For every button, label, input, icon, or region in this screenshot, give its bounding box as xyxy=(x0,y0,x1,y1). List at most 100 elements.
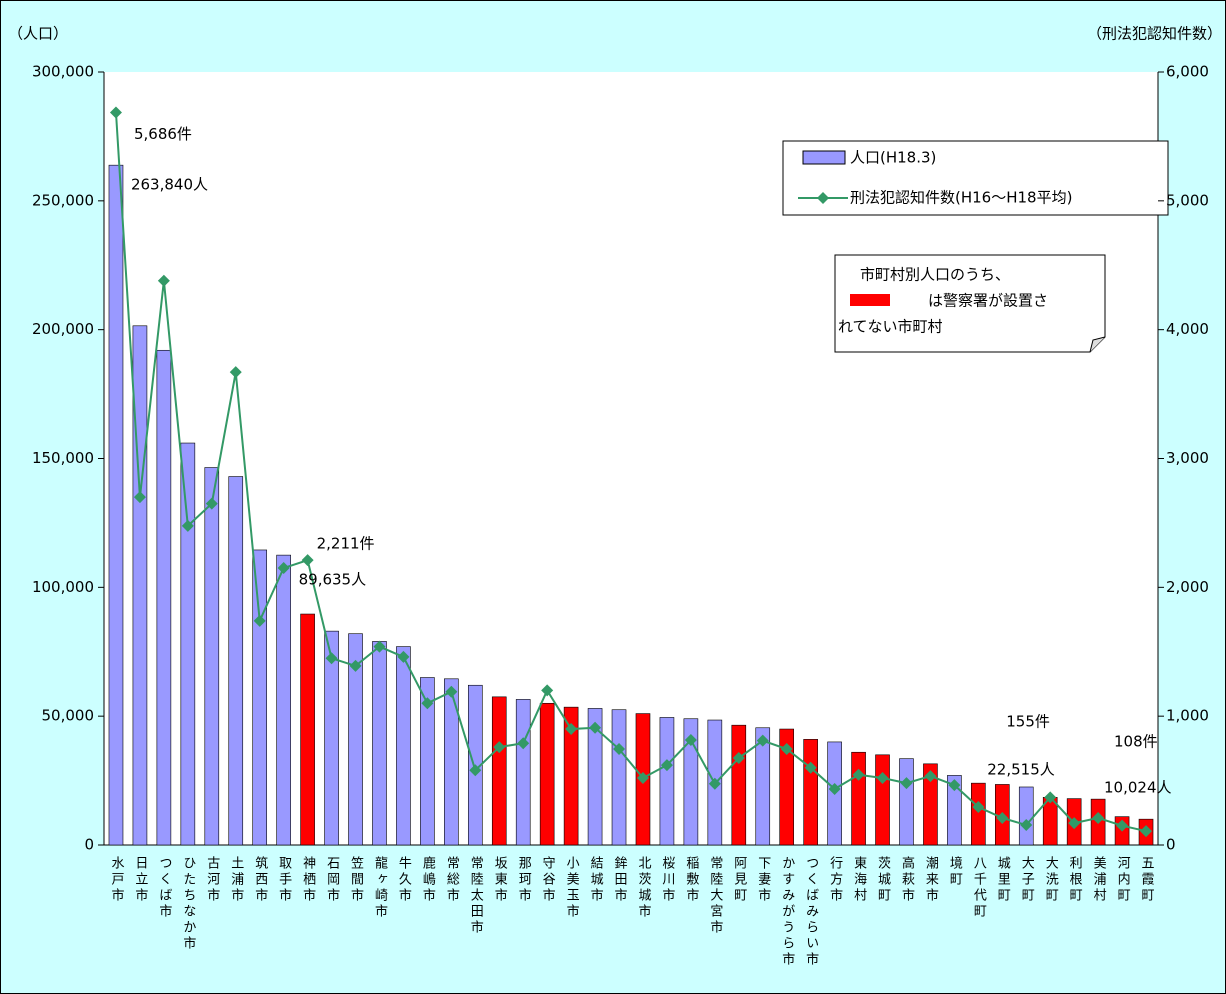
y2-tick-label: 2,000 xyxy=(1166,578,1209,596)
x-tick-label: 美浦村 xyxy=(1091,856,1107,904)
marker xyxy=(828,782,841,795)
data-label: 108件 xyxy=(1114,733,1158,751)
marker xyxy=(660,759,673,772)
marker xyxy=(397,650,410,663)
x-tick-label: 行方市 xyxy=(827,856,843,904)
x-tick-label: 下妻市 xyxy=(755,856,771,904)
x-tick-label: つくばみらい市 xyxy=(803,856,819,968)
bar xyxy=(587,708,603,846)
bar xyxy=(276,554,291,846)
marker xyxy=(996,811,1009,824)
bar xyxy=(156,349,172,846)
marker xyxy=(924,770,937,783)
x-tick-label: 鉾田市 xyxy=(612,856,628,904)
bar xyxy=(348,633,363,846)
bar xyxy=(875,754,890,846)
marker xyxy=(229,366,242,379)
bar xyxy=(899,758,914,846)
x-tick-label: 常陸大宮市 xyxy=(707,856,723,936)
marker xyxy=(804,761,817,774)
data-label: 5,686件 xyxy=(134,125,192,143)
note: 市町村別人口のうち、 は警察署が設置さ れてない市町村 xyxy=(834,254,1106,353)
bar xyxy=(731,724,747,846)
x-tick-label: 五霞町 xyxy=(1139,856,1155,904)
marker xyxy=(1140,825,1153,838)
legend-marker xyxy=(817,192,829,204)
x-tick-label: 河内町 xyxy=(1115,856,1131,904)
marker xyxy=(708,777,721,790)
bar xyxy=(108,164,124,846)
x-tick-label: 東海村 xyxy=(851,855,867,904)
marker xyxy=(421,697,434,710)
bar xyxy=(444,678,459,846)
x-tick-label: 稲敷市 xyxy=(683,856,699,904)
marker xyxy=(517,737,530,750)
x-tick-label: 阿見町 xyxy=(731,856,747,904)
bar xyxy=(683,718,699,846)
x-tick-label: 取手市 xyxy=(276,856,292,904)
x-tick-label: 潮来市 xyxy=(923,856,939,904)
marker xyxy=(1116,819,1129,832)
bar xyxy=(563,706,579,846)
marker xyxy=(780,743,793,756)
marker xyxy=(756,734,769,747)
y2-tick-label: 1,000 xyxy=(1166,707,1209,725)
x-tick-label: 坂東市 xyxy=(492,856,508,904)
y2-tick-label: 0 xyxy=(1166,836,1176,854)
data-label: 10,024人 xyxy=(1104,779,1172,797)
note-text: は警察署が設置さ xyxy=(928,292,1048,310)
bar xyxy=(611,709,627,846)
bar xyxy=(180,442,196,846)
x-tick-label: つくば市 xyxy=(156,856,172,920)
marker xyxy=(732,752,745,765)
y-tick-label: 0 xyxy=(84,836,94,854)
x-tick-label: 神栖市 xyxy=(300,856,316,904)
note-text: 市町村別人口のうち、 xyxy=(860,266,1010,284)
marker xyxy=(1044,791,1057,804)
bar xyxy=(300,613,315,846)
note-swatch xyxy=(850,294,890,306)
bar xyxy=(1018,786,1034,846)
bar xyxy=(324,630,339,846)
x-tick-label: 那珂市 xyxy=(516,856,532,904)
data-label: 89,635人 xyxy=(299,571,367,589)
marker xyxy=(277,562,290,575)
x-tick-label: 常総市 xyxy=(444,856,460,904)
x-tick-label: 筑西市 xyxy=(252,855,268,904)
marker xyxy=(589,721,602,734)
y-tick-label: 200,000 xyxy=(32,320,94,338)
marker xyxy=(541,684,554,697)
marker xyxy=(373,640,386,653)
y2-tick-label: 5,000 xyxy=(1166,191,1209,209)
x-tick-label: 土浦市 xyxy=(228,856,244,904)
y2-axis-label: （刑法犯認知件数） xyxy=(1087,25,1222,43)
x-tick-label: 桜川市 xyxy=(659,856,675,904)
marker xyxy=(876,772,889,785)
marker xyxy=(948,779,961,792)
y2-tick-label: 4,000 xyxy=(1166,320,1209,338)
x-tick-label: 境町 xyxy=(947,856,963,888)
x-tick-label: 古河市 xyxy=(204,856,220,904)
marker xyxy=(493,741,506,754)
bar xyxy=(372,641,387,846)
bar xyxy=(947,775,962,846)
bar xyxy=(252,549,268,846)
x-tick-label: 高萩市 xyxy=(899,855,915,904)
data-label: 155件 xyxy=(1006,713,1050,731)
marker xyxy=(613,743,626,756)
bar xyxy=(803,739,818,846)
x-tick-label: 日立市 xyxy=(132,856,148,904)
x-tick-label: 笠間市 xyxy=(348,856,364,904)
y-tick-label: 100,000 xyxy=(32,578,94,596)
legend-label: 刑法犯認知件数(H16～H18平均) xyxy=(850,189,1072,207)
bar xyxy=(515,699,531,846)
y-tick-label: 300,000 xyxy=(32,63,94,81)
y-tick-label: 150,000 xyxy=(32,449,94,467)
bar xyxy=(539,702,555,846)
note-text: れてない市町村 xyxy=(838,318,943,336)
x-tick-label: 小美玉市 xyxy=(564,856,580,920)
y-tick-label: 50,000 xyxy=(42,707,95,725)
x-tick-label: 龍ヶ崎市 xyxy=(372,855,388,920)
bar xyxy=(923,763,938,846)
marker xyxy=(157,274,170,287)
